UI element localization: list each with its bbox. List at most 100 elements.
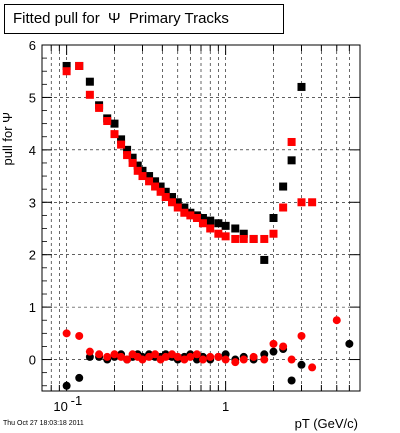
data-point <box>95 350 104 359</box>
data-point <box>206 224 215 233</box>
grid-lines <box>41 44 361 391</box>
data-point <box>180 203 189 212</box>
data-point <box>161 352 170 361</box>
data-point <box>260 234 269 243</box>
x-tick-label: 1 <box>222 399 229 414</box>
data-point <box>308 363 317 372</box>
data-point <box>117 140 126 149</box>
data-point <box>110 350 119 359</box>
data-point <box>123 145 132 154</box>
data-point <box>297 331 306 340</box>
data-point <box>85 90 94 99</box>
data-point <box>214 352 223 361</box>
data-point <box>192 214 201 222</box>
data-point <box>231 234 240 243</box>
data-point <box>85 347 94 356</box>
data-point <box>239 234 248 243</box>
data-point <box>151 350 160 359</box>
data-point <box>287 376 296 385</box>
data-point <box>123 355 132 364</box>
data-point <box>75 373 84 382</box>
y-tick-label: 2 <box>29 248 36 263</box>
data-point <box>198 355 207 364</box>
y-tick-label: 4 <box>29 143 36 158</box>
data-point <box>85 77 94 86</box>
data-point <box>123 151 132 160</box>
data-point <box>221 355 230 364</box>
data-point <box>186 211 195 220</box>
data-point <box>62 329 71 338</box>
data-point <box>133 161 142 170</box>
data-point <box>173 203 182 212</box>
data-point <box>231 224 240 233</box>
data-point <box>214 219 223 228</box>
y-tick-label: 3 <box>29 195 36 210</box>
data-point <box>180 208 189 217</box>
data-point <box>198 214 207 222</box>
data-point <box>168 193 177 202</box>
timestamp-footer: Thu Oct 27 18:03:18 2011 <box>3 420 84 427</box>
data-point <box>110 119 119 128</box>
x-tick-label: 10 <box>53 399 67 414</box>
data-point <box>269 347 278 356</box>
data-layer <box>62 61 354 390</box>
data-point <box>206 216 215 225</box>
data-point <box>156 187 165 196</box>
data-point <box>103 117 112 126</box>
data-point <box>156 182 165 191</box>
data-point <box>180 355 189 364</box>
data-point <box>198 219 207 228</box>
data-point <box>138 172 147 181</box>
y-tick-label: 6 <box>29 38 36 53</box>
data-point <box>206 352 215 361</box>
y-tick-label: 5 <box>29 90 36 105</box>
data-point <box>138 355 147 364</box>
data-point <box>117 135 126 144</box>
data-point <box>221 221 230 230</box>
data-point <box>249 352 258 361</box>
data-point <box>269 229 278 238</box>
data-point <box>145 177 154 186</box>
data-point <box>297 360 306 369</box>
data-point <box>161 187 170 196</box>
y-axis-title: pull for Ψ <box>0 112 15 166</box>
data-point <box>151 177 160 186</box>
data-point <box>239 355 248 364</box>
data-point <box>269 214 278 222</box>
tick-marks <box>41 44 361 391</box>
data-point <box>308 198 317 207</box>
data-point <box>186 352 195 361</box>
tick-labels: 0 1 2 3 4 5 6 10 -1 1 <box>29 38 229 414</box>
data-point <box>173 352 182 361</box>
data-point <box>110 130 119 139</box>
data-point <box>239 229 248 238</box>
data-point <box>297 82 306 91</box>
data-point <box>75 331 84 340</box>
data-point <box>221 232 230 241</box>
data-point <box>260 255 269 264</box>
data-point <box>75 61 84 70</box>
data-point <box>214 229 223 238</box>
data-point <box>133 166 142 175</box>
data-point <box>287 156 296 165</box>
x-axis-title: pT (GeV/c) <box>295 416 358 431</box>
y-tick-label: 1 <box>29 300 36 315</box>
data-point <box>287 355 296 364</box>
data-point <box>62 67 71 76</box>
data-point <box>145 352 154 361</box>
data-point <box>128 158 137 167</box>
data-point <box>161 193 170 202</box>
data-point <box>260 355 269 364</box>
data-point <box>138 166 147 175</box>
data-point <box>231 358 240 367</box>
y-tick-label: 0 <box>29 353 36 368</box>
data-point <box>168 198 177 207</box>
data-point <box>62 61 71 70</box>
data-point <box>117 352 126 361</box>
data-point <box>128 153 137 162</box>
data-point <box>249 234 258 243</box>
data-point <box>279 203 288 212</box>
data-point <box>279 342 288 351</box>
data-point <box>192 350 201 359</box>
data-point <box>345 339 354 348</box>
